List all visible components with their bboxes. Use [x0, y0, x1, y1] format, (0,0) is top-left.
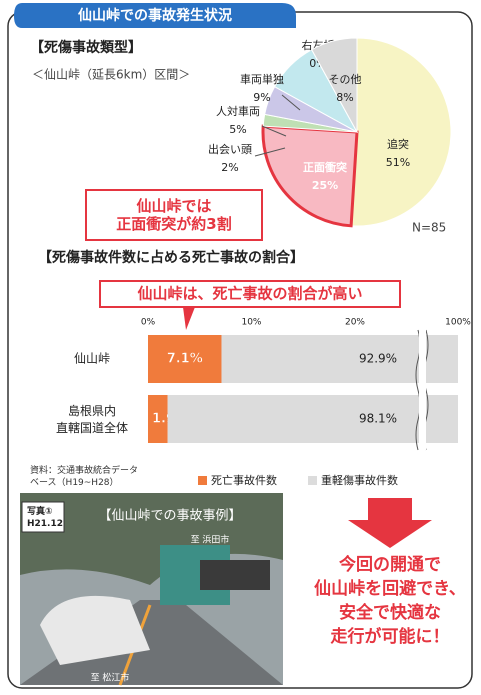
category-label: 仙山峠: [74, 351, 110, 366]
message: 今回の開通で仙山峠を回避でき、安全で快適な走行が可能に！: [314, 554, 466, 647]
header-tab: [14, 3, 296, 28]
slice-value-label: 51%: [386, 156, 410, 169]
slice-label: 正面衝突: [303, 160, 347, 174]
callout-box: [99, 280, 401, 308]
pie-subtitle: ＜仙山峠（延長6km）区間＞: [32, 67, 190, 82]
value-label: 98.1%: [359, 412, 397, 426]
x-tick-label: 0%: [141, 318, 156, 328]
bar-chart: 0%10%20%100%仙山峠7.1%92.9%島根県内直轄国道全体1.9%98…: [56, 318, 471, 488]
callout: 仙山峠では正面衝突が約3割: [116, 197, 231, 233]
slice-value-label: 5%: [229, 123, 246, 136]
slice-label: 人対車両: [216, 104, 260, 118]
leader-line: [281, 94, 301, 111]
slice-label: 追突: [387, 137, 409, 151]
pie-slice: [311, 37, 358, 133]
photo-label: 至 松江市: [91, 672, 130, 684]
source: 資料：交通事故統合データベース（H19~H28）: [30, 464, 138, 488]
legend-label: 重軽傷事故件数: [321, 473, 398, 487]
bar-segment: [167, 395, 459, 443]
callout-box: [85, 189, 263, 241]
legend-swatch: [198, 476, 207, 485]
slice-value-label: 2%: [221, 161, 238, 174]
slice-value-label: 25%: [312, 179, 338, 192]
leader-line: [254, 147, 286, 157]
x-tick-label: 10%: [241, 318, 261, 328]
callout-pointer: [183, 307, 195, 330]
slice-label: その他: [329, 73, 362, 86]
legend-label: 死亡事故件数: [211, 473, 277, 487]
pie-note: N=85: [412, 221, 446, 235]
legend-swatch: [308, 476, 317, 485]
photo-caption: 【仙山峠での事故事例】: [98, 509, 241, 524]
value-label: 7.1%: [167, 352, 203, 367]
slice-value-label: 8%: [336, 91, 353, 104]
callout: 仙山峠は、死亡事故の割合が高い: [137, 285, 362, 303]
slice-label: 出会い頭: [208, 142, 252, 156]
bar-segment: [148, 395, 168, 443]
slice-value-label: 9%: [253, 91, 270, 104]
bar-title: 【死傷事故件数に占める死亡事故の割合】: [38, 249, 304, 266]
header-title: 仙山峠での事故発生状況: [78, 7, 232, 24]
bar-segment: [148, 335, 222, 383]
arrow: [348, 498, 432, 548]
photo-label: 至 浜田市: [191, 534, 230, 546]
pie-title: 【死傷事故類型】: [30, 39, 142, 56]
slice-label: 車両単独: [240, 72, 284, 86]
x-tick-label: 20%: [345, 318, 365, 328]
pie-slice: [350, 37, 452, 227]
photo-badge: 写真① H21.12: [27, 505, 63, 529]
leader-line: [261, 125, 287, 137]
value-label: 92.9%: [359, 352, 397, 366]
photo: [20, 493, 283, 686]
axis-break-gap: [419, 330, 426, 450]
pie-slice: [261, 124, 359, 228]
category-label: 島根県内直轄国道全体: [56, 403, 128, 435]
x-tick-label: 100%: [445, 318, 471, 328]
